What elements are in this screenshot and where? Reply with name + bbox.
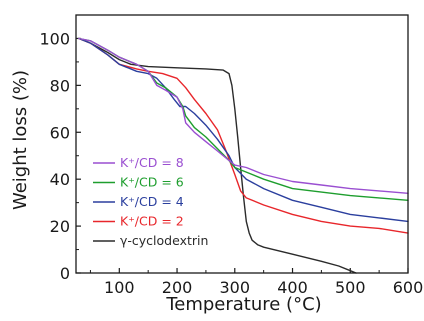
legend-label: K⁺/CD = 8 — [120, 155, 184, 170]
legend-label: K⁺/CD = 6 — [120, 175, 184, 190]
legend: K⁺/CD = 8 K⁺/CD = 6 K⁺/CD = 4 K⁺/CD = 2 γ-cy… — [93, 155, 208, 248]
legend-label: K⁺/CD = 4 — [120, 194, 184, 209]
y-tick-label: 40 — [50, 170, 70, 189]
y-tick-label: 60 — [50, 123, 70, 142]
x-tick-label: 500 — [335, 278, 366, 297]
legend-label: K⁺/CD = 2 — [120, 214, 184, 229]
y-axis-title-group: Weight loss (%) — [10, 70, 31, 210]
series-line-k-cd-8 — [78, 37, 409, 195]
x-tick-label: 100 — [104, 278, 135, 297]
series-line-k-cd-4 — [78, 37, 409, 223]
series-line--cyclodextrin — [78, 37, 357, 274]
y-tick-label: 100 — [39, 29, 70, 48]
x-tick-label: 200 — [162, 278, 193, 297]
x-tick-label: 400 — [277, 278, 308, 297]
series-layer — [78, 37, 409, 274]
y-tick-label: 20 — [50, 217, 70, 236]
series-line-k-cd-2 — [78, 37, 409, 234]
y-tick-label: 0 — [60, 264, 70, 283]
y-axis-title: Weight loss (%) — [10, 70, 31, 210]
legend-label: γ-cyclodextrin — [120, 233, 208, 248]
y-tick-label: 80 — [50, 76, 70, 95]
x-tick-label: 600 — [393, 278, 424, 297]
plot-frame — [75, 14, 409, 274]
x-tick-label: 300 — [220, 278, 251, 297]
x-axis-title: Temperature (°C) — [165, 294, 321, 315]
